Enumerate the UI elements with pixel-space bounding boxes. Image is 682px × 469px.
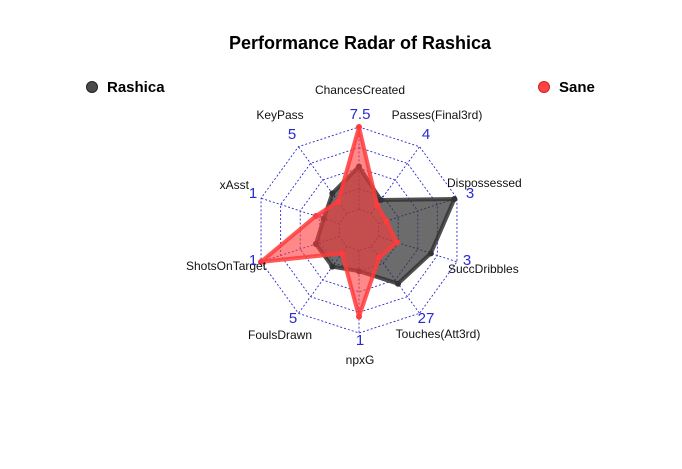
point-rashica-4 bbox=[395, 280, 402, 287]
point-sane-2 bbox=[383, 218, 390, 225]
point-rashica-2 bbox=[451, 196, 458, 203]
series-area-sane bbox=[259, 125, 399, 319]
axis-label-chancescreated: ChancesCreated bbox=[315, 83, 405, 97]
point-sane-4 bbox=[376, 254, 383, 261]
axis-max-label-3: 3 bbox=[463, 252, 471, 269]
axis-label-dispossessed: Dispossessed bbox=[447, 176, 522, 190]
point-sane-6 bbox=[339, 250, 346, 257]
point-rashica-1 bbox=[377, 197, 384, 204]
legend-label-rashica: Rashica bbox=[107, 79, 165, 96]
axis-label-succdribbles: SuccDribbles bbox=[448, 262, 519, 276]
axis-max-label-2: 3 bbox=[466, 185, 474, 202]
axis-max-label-7: 1 bbox=[249, 252, 257, 269]
axis-max-label-8: 1 bbox=[249, 185, 257, 202]
axis-max-label-4: 27 bbox=[418, 310, 435, 327]
legend-sane: Sane bbox=[538, 79, 595, 96]
legend-marker-sane bbox=[538, 81, 550, 93]
chart-title: Performance Radar of Rashica bbox=[229, 33, 492, 53]
legend-label-sane: Sane bbox=[559, 79, 595, 96]
point-sane-0 bbox=[356, 124, 362, 130]
grid-ring-3 bbox=[280, 147, 438, 313]
axis-label-passes-final3rd: Passes(Final3rd) bbox=[392, 108, 483, 122]
radar-series bbox=[258, 124, 458, 320]
axis-label-touches-att3rd: Touches(Att3rd) bbox=[396, 327, 481, 341]
axis-label-keypass: KeyPass bbox=[256, 108, 303, 122]
point-rashica-9 bbox=[329, 190, 336, 197]
axis-max-label-6: 5 bbox=[289, 310, 297, 327]
axis-max-label-5: 1 bbox=[356, 332, 364, 349]
legend-rashica: Rashica bbox=[86, 79, 165, 96]
point-sane-1 bbox=[374, 202, 381, 209]
axis-max-label-0: 7.5 bbox=[350, 106, 371, 123]
axis-label-foulsdrawn: FoulsDrawn bbox=[248, 328, 312, 342]
point-rashica-6 bbox=[329, 263, 336, 270]
axis-max-label-9: 5 bbox=[288, 126, 296, 143]
axis-label-npxg: npxG bbox=[346, 353, 375, 367]
point-sane-9 bbox=[335, 198, 342, 205]
axis-max-label-1: 4 bbox=[422, 126, 430, 143]
point-sane-3 bbox=[393, 239, 400, 246]
point-sane-5 bbox=[356, 313, 362, 320]
legend-marker-rashica bbox=[86, 81, 98, 93]
radar-axis-labels: ChancesCreated 7.5 Passes(Final3rd) 4 Dispos… bbox=[186, 83, 522, 367]
axis-label-shotsontarget: ShotsOnTarget bbox=[186, 259, 267, 273]
axis-label-xasst: xAsst bbox=[220, 178, 250, 192]
point-rashica-3 bbox=[427, 250, 434, 257]
point-sane-7 bbox=[258, 258, 265, 265]
point-sane-8 bbox=[312, 212, 319, 219]
